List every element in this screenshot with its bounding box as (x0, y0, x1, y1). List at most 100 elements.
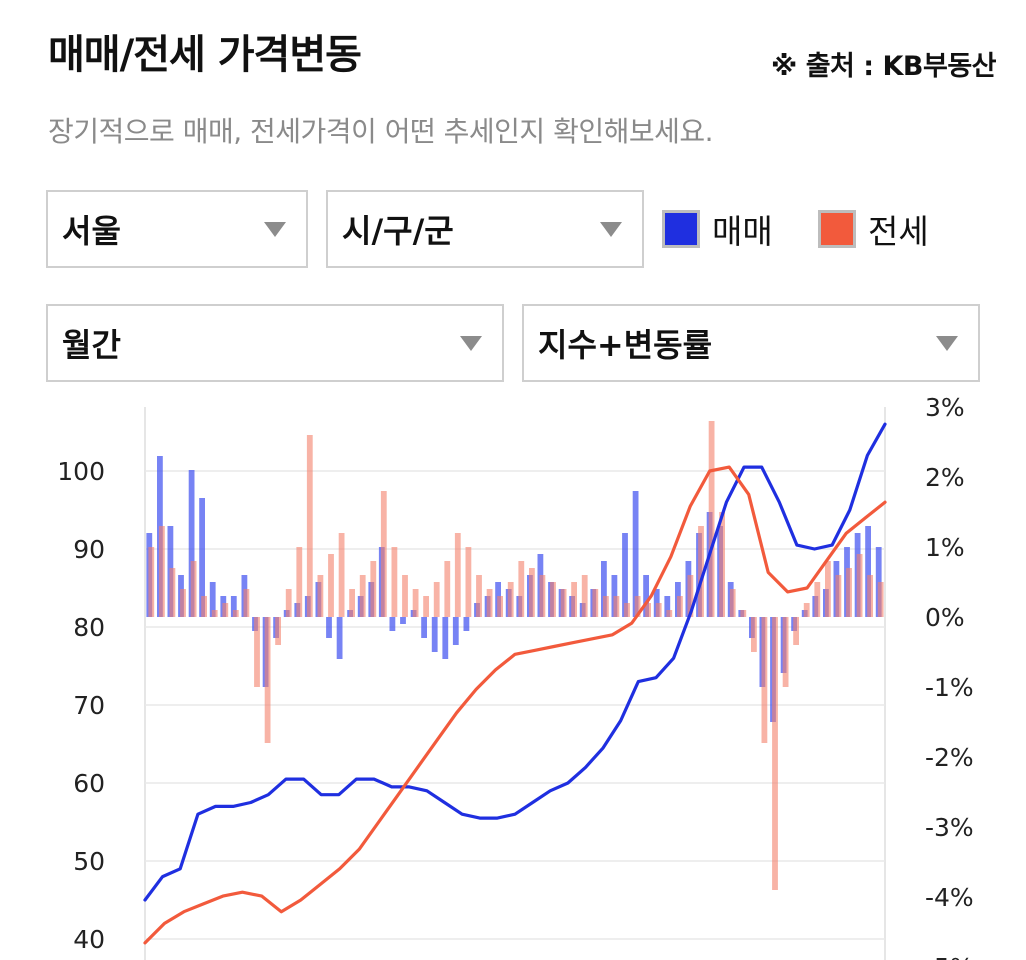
change-bar-jeonse (370, 561, 377, 617)
change-bar-jeonse (264, 617, 271, 743)
change-bar-sale (442, 617, 449, 659)
change-bar-sale (431, 617, 438, 652)
change-bar-jeonse (719, 512, 725, 617)
right-tick-label: -3% (925, 813, 974, 842)
change-bar-jeonse (793, 617, 799, 645)
change-bar-jeonse (306, 435, 313, 617)
page-title: 매매/전세 가격변동 (48, 32, 362, 78)
change-bar-jeonse (465, 547, 472, 617)
left-tick-label: 50 (73, 847, 105, 876)
change-bar-jeonse (349, 589, 355, 617)
change-bar-jeonse (529, 568, 535, 617)
legend-label-jeonse: 전세 (868, 212, 929, 251)
change-bar-jeonse (338, 533, 345, 617)
change-bar-jeonse (476, 575, 482, 617)
change-bar-jeonse (772, 617, 778, 890)
change-bar-sale (632, 491, 639, 617)
chevron-down-icon (600, 222, 622, 237)
change-bar-jeonse (740, 610, 747, 617)
change-bar-jeonse (412, 589, 419, 617)
change-bar-sale (421, 617, 427, 638)
change-bar-jeonse (180, 589, 186, 617)
legend-swatch-sale (662, 210, 700, 248)
right-tick-label: -2% (925, 743, 974, 772)
change-bar-jeonse (518, 561, 525, 617)
change-bar-sale (400, 617, 406, 624)
change-bar-jeonse (856, 554, 863, 617)
period-select[interactable]: 월간 (46, 304, 504, 382)
change-bar-jeonse (613, 596, 620, 617)
right-tick-label: -5% (925, 953, 974, 960)
change-bar-jeonse (782, 617, 789, 687)
change-bar-jeonse (645, 603, 651, 617)
right-axis: 3% 2% 1% 0% -1% -2% -3% -4% -5% (925, 393, 974, 960)
left-tick-label: 60 (73, 769, 105, 798)
change-bar-jeonse (423, 596, 429, 617)
change-bar-jeonse (666, 610, 673, 617)
change-bar-sale (209, 582, 216, 617)
change-bar-sale (199, 498, 205, 617)
right-tick-label: -1% (925, 673, 974, 702)
change-bar-sale (622, 533, 628, 617)
change-bar-jeonse (433, 582, 440, 617)
right-tick-label: 2% (925, 463, 965, 492)
change-bars (146, 421, 884, 890)
change-bar-jeonse (454, 533, 461, 617)
change-bar-jeonse (359, 575, 366, 617)
change-bar-jeonse (391, 547, 398, 617)
change-bar-jeonse (148, 547, 155, 617)
change-bar-jeonse (655, 603, 662, 617)
change-bar-sale (188, 470, 195, 617)
left-tick-label: 40 (73, 925, 105, 954)
change-bar-sale (389, 617, 396, 631)
left-tick-label: 100 (57, 457, 105, 486)
district-select-value: 시/구/군 (342, 212, 454, 250)
left-axis: 100 90 80 70 60 50 40 (57, 457, 105, 954)
change-bar-jeonse (698, 526, 704, 617)
change-bar-jeonse (169, 568, 176, 617)
change-bar-jeonse (232, 610, 239, 617)
change-bar-jeonse (201, 596, 207, 617)
change-bar-jeonse (677, 596, 683, 617)
change-bar-sale (865, 526, 871, 617)
change-bar-jeonse (317, 575, 324, 617)
change-bar-jeonse (285, 589, 292, 617)
change-bar-sale (452, 617, 459, 645)
change-bar-jeonse (222, 603, 229, 617)
right-tick-label: 1% (925, 533, 965, 562)
change-bar-jeonse (825, 561, 831, 617)
change-bar-jeonse (729, 589, 736, 617)
change-bar-jeonse (507, 582, 514, 617)
change-bar-jeonse (835, 575, 842, 617)
change-bar-jeonse (486, 589, 493, 617)
change-bar-jeonse (211, 610, 218, 617)
change-bar-sale (664, 596, 671, 617)
left-tick-label: 70 (73, 691, 105, 720)
index-lines (143, 422, 887, 945)
metric-select[interactable]: 지수+변동률 (522, 304, 980, 382)
right-tick-label: 3% (925, 393, 965, 422)
district-select[interactable]: 시/구/군 (326, 190, 644, 268)
change-bar-sale (326, 617, 332, 638)
right-tick-label: 0% (925, 603, 965, 632)
change-bar-jeonse (539, 575, 546, 617)
change-bar-jeonse (243, 589, 250, 617)
left-tick-label: 90 (73, 535, 105, 564)
source-label: ※ 출처 : KB부동산 (771, 51, 996, 82)
change-bar-jeonse (159, 526, 165, 617)
change-bar-jeonse (560, 589, 567, 617)
index-line-sale (143, 422, 887, 902)
change-bar-jeonse (603, 596, 609, 617)
legend-item-sale[interactable]: 매매 (662, 205, 773, 253)
change-bar-jeonse (497, 596, 503, 617)
legend-item-jeonse[interactable]: 전세 (818, 205, 929, 253)
right-tick-label: -4% (925, 883, 974, 912)
metric-select-value: 지수+변동률 (538, 326, 713, 364)
change-bar-jeonse (877, 582, 884, 617)
change-bar-jeonse (846, 568, 852, 617)
change-bar-sale (336, 617, 343, 659)
change-bar-jeonse (592, 589, 599, 617)
change-bar-jeonse (634, 596, 641, 617)
change-bar-jeonse (296, 547, 303, 617)
region-select[interactable]: 서울 (46, 190, 308, 268)
